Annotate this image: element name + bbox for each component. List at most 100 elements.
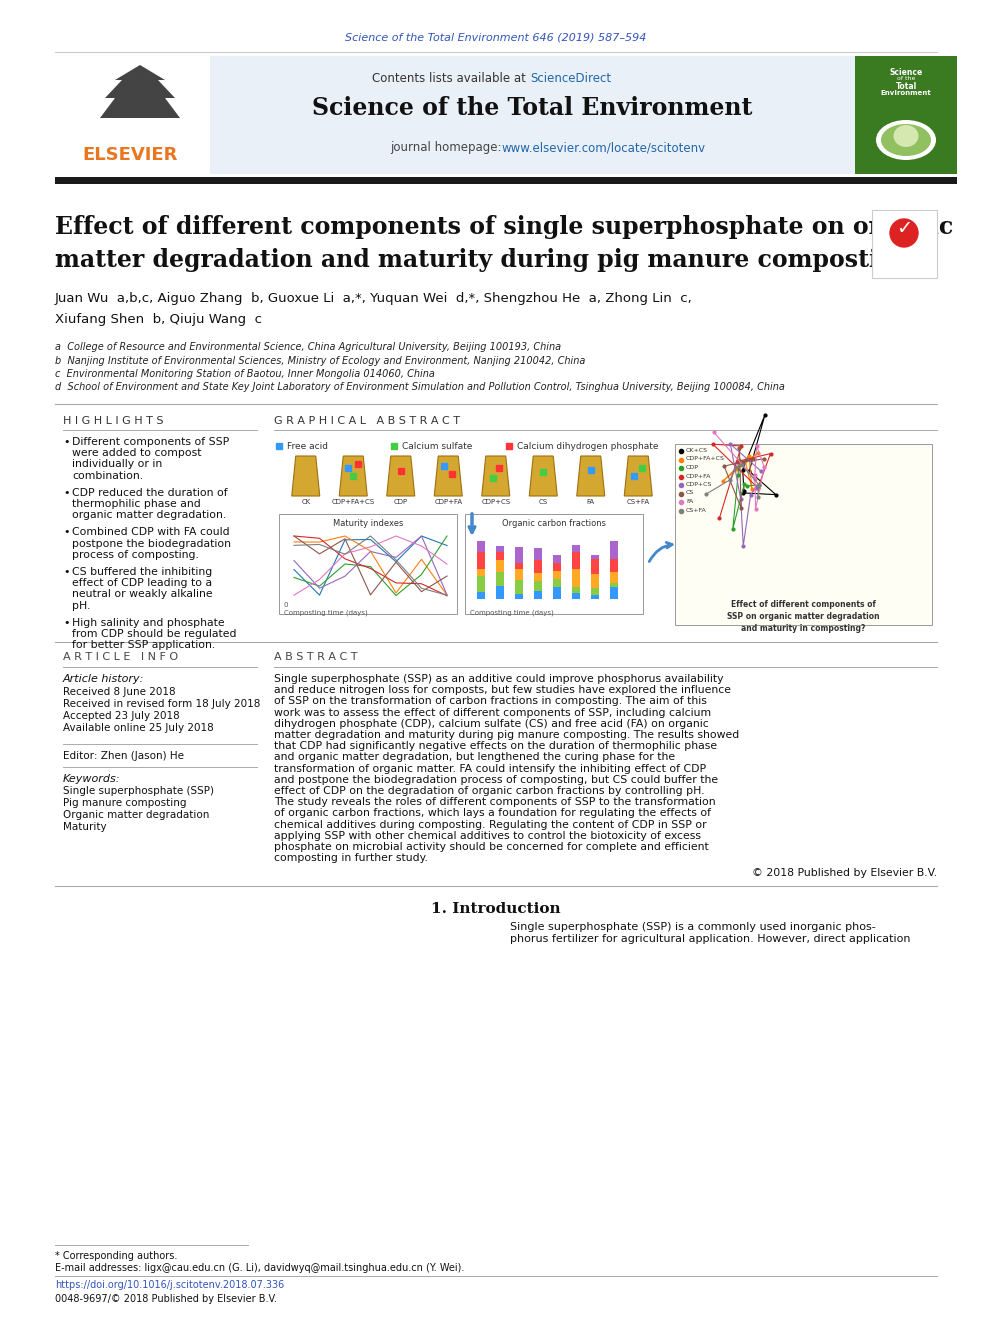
- Text: * Corresponding authors.: * Corresponding authors.: [55, 1252, 178, 1261]
- Text: combination.: combination.: [72, 471, 143, 480]
- Bar: [465, 515, 643, 614]
- Text: from CDP should be regulated: from CDP should be regulated: [72, 628, 236, 639]
- Text: Composting time (days): Composting time (days): [470, 609, 554, 615]
- Text: neutral or weakly alkaline: neutral or weakly alkaline: [72, 590, 212, 599]
- Bar: [55, 177, 957, 184]
- Text: CDP+CS: CDP+CS: [481, 499, 510, 505]
- Text: d  School of Environment and State Key Joint Laboratory of Environment Simulatio: d School of Environment and State Key Jo…: [55, 382, 785, 393]
- Bar: [279, 515, 457, 614]
- Bar: [553, 554, 561, 564]
- Text: A R T I C L E   I N F O: A R T I C L E I N F O: [63, 652, 179, 662]
- Text: CDP+FA+CS: CDP+FA+CS: [686, 456, 725, 462]
- Bar: [515, 546, 523, 564]
- Text: of the: of the: [897, 75, 916, 81]
- Text: were added to compost: were added to compost: [72, 448, 201, 458]
- Text: ✓: ✓: [896, 218, 913, 238]
- Text: Calcium sulfate: Calcium sulfate: [402, 442, 472, 451]
- Text: CS+FA: CS+FA: [627, 499, 650, 505]
- Text: The study reveals the roles of different components of SSP to the transformation: The study reveals the roles of different…: [274, 798, 715, 807]
- Text: Organic carbon fractions: Organic carbon fractions: [502, 519, 606, 528]
- Polygon shape: [530, 456, 558, 496]
- Text: CDP+FA: CDP+FA: [686, 474, 711, 479]
- Text: thermophilic phase and: thermophilic phase and: [72, 499, 200, 509]
- Bar: [75, 60, 205, 146]
- Text: Contents lists available at: Contents lists available at: [372, 71, 530, 85]
- Bar: [610, 558, 618, 572]
- Text: •: •: [63, 437, 69, 447]
- Bar: [496, 586, 504, 599]
- Bar: [553, 579, 561, 586]
- Text: and postpone the biodegradation process of composting, but CS could buffer the: and postpone the biodegradation process …: [274, 775, 718, 785]
- Text: CS+FA: CS+FA: [686, 508, 706, 512]
- Bar: [477, 541, 485, 552]
- Text: 0: 0: [284, 602, 289, 609]
- Text: phosphate on microbial activity should be concerned for complete and efficient: phosphate on microbial activity should b…: [274, 841, 708, 852]
- Text: Calcium dihydrogen phosphate: Calcium dihydrogen phosphate: [517, 442, 659, 451]
- Bar: [591, 587, 599, 594]
- Text: applying SSP with other chemical additives to control the biotoxicity of excess: applying SSP with other chemical additiv…: [274, 831, 701, 841]
- Text: Received 8 June 2018: Received 8 June 2018: [63, 687, 176, 697]
- Bar: [675, 445, 932, 624]
- Text: CS: CS: [539, 499, 548, 505]
- Text: transformation of organic matter. FA could intensify the inhibiting effect of CD: transformation of organic matter. FA cou…: [274, 763, 706, 774]
- Text: effect of CDP on the degradation of organic carbon fractions by controlling pH.: effect of CDP on the degradation of orga…: [274, 786, 704, 796]
- Text: and organic matter degradation, but lengthened the curing phase for the: and organic matter degradation, but leng…: [274, 753, 676, 762]
- Bar: [496, 545, 504, 552]
- Bar: [534, 573, 542, 581]
- Text: 1. Introduction: 1. Introduction: [432, 902, 560, 917]
- Bar: [496, 572, 504, 586]
- Bar: [515, 579, 523, 594]
- Text: Editor: Zhen (Jason) He: Editor: Zhen (Jason) He: [63, 751, 184, 761]
- Text: CDP+FA+CS: CDP+FA+CS: [331, 499, 375, 505]
- Text: process of composting.: process of composting.: [72, 550, 198, 560]
- Bar: [572, 569, 580, 586]
- Bar: [534, 561, 542, 573]
- Text: composting in further study.: composting in further study.: [274, 853, 428, 863]
- Text: Xiufang Shen  b, Qiuju Wang  c: Xiufang Shen b, Qiuju Wang c: [55, 314, 262, 325]
- Text: High salinity and phosphate: High salinity and phosphate: [72, 618, 224, 628]
- Text: CK+CS: CK+CS: [686, 448, 708, 452]
- Text: •: •: [63, 488, 69, 497]
- Text: CDP reduced the duration of: CDP reduced the duration of: [72, 488, 227, 497]
- Polygon shape: [482, 456, 510, 496]
- Bar: [496, 561, 504, 572]
- Bar: [610, 587, 618, 599]
- Bar: [515, 594, 523, 599]
- Text: Effect of different components of
SSP on organic matter degradation
and maturity: Effect of different components of SSP on…: [727, 601, 880, 632]
- Ellipse shape: [881, 124, 931, 156]
- Text: Science: Science: [890, 67, 923, 77]
- Bar: [591, 554, 599, 560]
- Text: CS: CS: [686, 491, 694, 496]
- Text: Different components of SSP: Different components of SSP: [72, 437, 229, 447]
- Polygon shape: [339, 456, 367, 496]
- Text: •: •: [63, 618, 69, 628]
- Text: Science of the Total Environment 646 (2019) 587–594: Science of the Total Environment 646 (20…: [345, 33, 647, 44]
- Text: CDP+FA: CDP+FA: [434, 499, 462, 505]
- Bar: [572, 545, 580, 552]
- Text: Combined CDP with FA could: Combined CDP with FA could: [72, 528, 229, 537]
- Polygon shape: [387, 456, 415, 496]
- Bar: [477, 591, 485, 599]
- Ellipse shape: [894, 124, 919, 147]
- Bar: [572, 586, 580, 593]
- Bar: [553, 564, 561, 572]
- Text: ELSEVIER: ELSEVIER: [82, 146, 178, 164]
- Text: Maturity indexes: Maturity indexes: [332, 519, 403, 528]
- Text: chemical additives during composting. Regulating the content of CDP in SSP or: chemical additives during composting. Re…: [274, 820, 706, 830]
- Text: Total: Total: [896, 82, 917, 91]
- Text: that CDP had significantly negative effects on the duration of thermophilic phas: that CDP had significantly negative effe…: [274, 741, 717, 751]
- Text: Single superphosphate (SSP) is a commonly used inorganic phos-: Single superphosphate (SSP) is a commonl…: [510, 922, 876, 933]
- Bar: [872, 210, 937, 278]
- Text: individually or in: individually or in: [72, 459, 163, 470]
- Text: www.elsevier.com/locate/scitotenv: www.elsevier.com/locate/scitotenv: [502, 142, 706, 155]
- Text: of organic carbon fractions, which lays a foundation for regulating the effects : of organic carbon fractions, which lays …: [274, 808, 711, 819]
- Bar: [572, 593, 580, 599]
- Text: Single superphosphate (SSP) as an additive could improve phosphorus availability: Single superphosphate (SSP) as an additi…: [274, 673, 723, 684]
- Text: E-mail addresses: ligx@cau.edu.cn (G. Li), davidwyq@mail.tsinghua.edu.cn (Y. Wei: E-mail addresses: ligx@cau.edu.cn (G. Li…: [55, 1263, 464, 1273]
- Bar: [591, 560, 599, 574]
- Bar: [855, 56, 957, 175]
- Text: Environment: Environment: [881, 90, 931, 97]
- Text: •: •: [63, 528, 69, 537]
- Circle shape: [890, 220, 918, 247]
- Text: CDP+CS: CDP+CS: [686, 482, 712, 487]
